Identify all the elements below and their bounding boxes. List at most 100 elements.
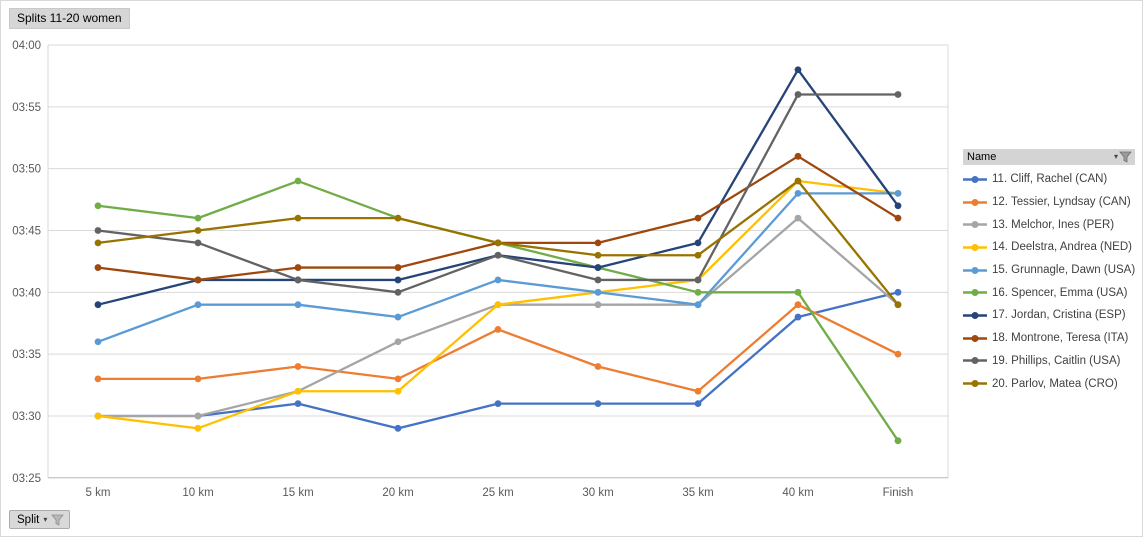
x-axis-tick-label: 35 km [682, 487, 713, 499]
series-point-18 [894, 214, 902, 222]
legend-item-label: 18. Montrone, Teresa (ITA) [992, 332, 1129, 345]
x-axis-tick-label: 25 km [482, 487, 513, 499]
series-point-20 [294, 214, 302, 222]
series-point-14 [94, 412, 102, 420]
x-axis-tick-label: 20 km [382, 487, 413, 499]
series-point-11 [294, 400, 302, 408]
series-point-17 [794, 66, 802, 74]
series-point-17 [594, 264, 602, 271]
series-line-15 [96, 192, 900, 343]
legend-item-19: 19. Phillips, Caitlin (USA) [963, 350, 1135, 373]
series-point-11 [394, 424, 402, 432]
series-point-12 [794, 301, 802, 309]
series-point-19 [294, 276, 302, 284]
series-point-16 [894, 437, 902, 445]
legend-item-label: 13. Melchor, Ines (PER) [992, 218, 1115, 231]
series-point-15 [94, 338, 102, 346]
series-point-14 [394, 387, 402, 395]
legend-item-label: 17. Jordan, Cristina (ESP) [992, 309, 1126, 322]
legend-item-13: 13. Melchor, Ines (PER) [963, 213, 1135, 236]
series-point-18 [94, 264, 102, 271]
series-point-18 [694, 214, 702, 222]
series-point-17 [694, 239, 702, 247]
series-point-14 [294, 387, 302, 395]
chart-title: Splits 11-20 women [9, 8, 130, 29]
series-line-19 [96, 93, 900, 294]
legend-item-label: 12. Tessier, Lyndsay (CAN) [992, 196, 1131, 209]
legend-marker-icon [963, 175, 987, 183]
series-point-12 [94, 375, 102, 383]
legend-marker-icon [963, 198, 987, 206]
x-axis-tick-label: 5 km [86, 487, 111, 499]
legend-item-12: 12. Tessier, Lyndsay (CAN) [963, 191, 1135, 214]
series-point-13 [794, 214, 802, 222]
legend-item-label: 20. Parlov, Matea (CRO) [992, 377, 1118, 390]
split-axis-filter-button[interactable]: Split ▾ [9, 510, 71, 529]
series-point-17 [394, 276, 402, 284]
series-point-20 [494, 239, 502, 247]
series-point-11 [694, 400, 702, 408]
legend-marker-icon [963, 357, 987, 365]
legend-panel: Name ▾ 11. Cliff, Rachel (CAN) 12. Tessie… [963, 149, 1135, 395]
legend-marker-icon [963, 221, 987, 229]
series-point-17 [94, 301, 102, 309]
series-point-12 [894, 350, 902, 358]
series-point-18 [394, 264, 402, 271]
series-point-15 [194, 301, 202, 309]
series-point-20 [694, 251, 702, 259]
y-axis-tick-label: 03:30 [12, 411, 41, 423]
series-point-12 [694, 387, 702, 395]
series-point-19 [94, 227, 102, 234]
legend-item-label: 16. Spencer, Emma (USA) [992, 286, 1128, 299]
series-point-15 [794, 189, 802, 197]
series-point-14 [494, 301, 502, 309]
series-point-19 [694, 276, 702, 284]
legend-item-label: 14. Deelstra, Andrea (NED) [992, 241, 1132, 254]
x-axis-tick-label: 40 km [782, 487, 813, 499]
chevron-down-icon: ▾ [43, 514, 48, 524]
series-point-16 [294, 177, 302, 185]
series-point-19 [494, 251, 502, 259]
legend-item-18: 18. Montrone, Teresa (ITA) [963, 327, 1135, 350]
series-point-11 [494, 400, 502, 408]
series-point-11 [594, 400, 602, 408]
legend-marker-icon [963, 243, 987, 251]
x-axis-tick-label: 30 km [582, 487, 613, 499]
series-line-12 [96, 303, 900, 393]
series-point-16 [694, 288, 702, 296]
series-point-18 [294, 264, 302, 271]
series-point-19 [194, 239, 202, 247]
chevron-down-icon: ▾ [1113, 152, 1118, 161]
series-point-19 [894, 91, 902, 98]
series-point-15 [294, 301, 302, 309]
series-point-20 [594, 251, 602, 259]
legend-marker-icon [963, 289, 987, 297]
legend-item-11: 11. Cliff, Rachel (CAN) [963, 168, 1135, 191]
legend-item-label: 15. Grunnagle, Dawn (USA) [992, 264, 1136, 277]
legend-header-label: Name [967, 151, 997, 163]
filter-funnel-icon [1119, 151, 1132, 163]
legend-item-16: 16. Spencer, Emma (USA) [963, 281, 1135, 304]
y-axis-tick-label: 03:55 [12, 102, 41, 114]
series-point-11 [794, 313, 802, 321]
series-point-20 [794, 177, 802, 185]
legend-marker-icon [963, 380, 987, 388]
series-point-18 [194, 276, 202, 284]
series-line-18 [96, 155, 900, 282]
y-axis-tick-label: 03:50 [12, 164, 41, 176]
series-point-19 [794, 91, 802, 98]
legend-marker-icon [963, 311, 987, 319]
legend-name-filter-button[interactable]: Name ▾ [963, 149, 1135, 165]
series-point-13 [594, 301, 602, 309]
series-point-17 [894, 202, 902, 210]
series-line-13 [96, 216, 900, 418]
series-point-15 [694, 301, 702, 309]
x-axis-tick-label: 10 km [182, 487, 213, 499]
series-point-11 [894, 288, 902, 296]
legend-entries: 11. Cliff, Rachel (CAN) 12. Tessier, Lynd… [963, 165, 1135, 395]
legend-item-label: 11. Cliff, Rachel (CAN) [992, 173, 1108, 186]
series-line-17 [96, 68, 900, 306]
series-point-13 [194, 412, 202, 420]
series-point-16 [94, 202, 102, 210]
